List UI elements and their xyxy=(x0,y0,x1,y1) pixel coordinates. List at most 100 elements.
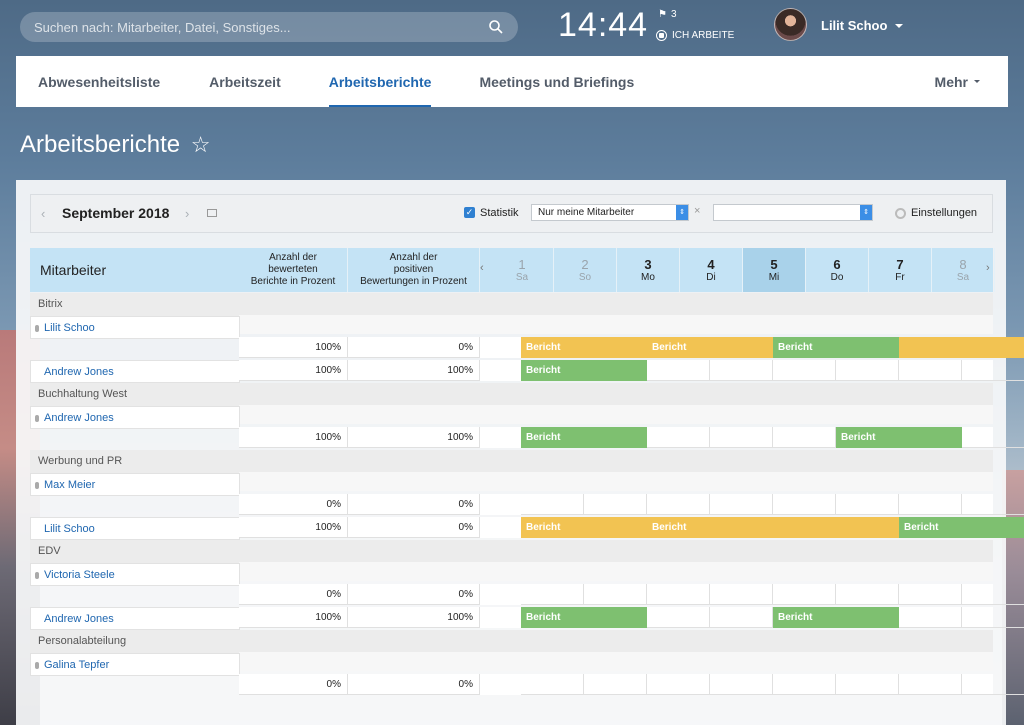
day-cell[interactable] xyxy=(710,494,773,515)
report-bar[interactable]: Bericht xyxy=(773,607,899,628)
report-bar[interactable]: Bericht xyxy=(647,337,773,358)
tab-arbeitszeit[interactable]: Arbeitszeit xyxy=(209,73,281,90)
day-cell[interactable] xyxy=(962,360,1024,381)
employee-link[interactable]: Victoria Steele xyxy=(30,563,240,586)
day-cell[interactable] xyxy=(773,674,836,695)
employee-name[interactable]: Victoria Steele xyxy=(44,569,115,581)
day-cell[interactable] xyxy=(962,674,1024,695)
day-header[interactable]: 2 So xyxy=(554,248,617,292)
day-cell[interactable] xyxy=(647,494,710,515)
next-month-icon[interactable]: › xyxy=(185,206,190,221)
day-cell[interactable] xyxy=(521,674,584,695)
day-cell[interactable] xyxy=(710,360,773,381)
report-bar[interactable] xyxy=(899,337,1024,358)
avatar[interactable] xyxy=(774,8,807,41)
day-cell[interactable] xyxy=(962,427,1024,448)
report-bar[interactable]: Bericht xyxy=(521,517,647,538)
report-bar[interactable]: Bericht xyxy=(521,427,647,448)
calendar-icon[interactable] xyxy=(207,209,217,217)
group-row: Bitrix xyxy=(30,293,993,316)
day-cell[interactable] xyxy=(710,674,773,695)
tab-abwesenheitsliste[interactable]: Abwesenheitsliste xyxy=(38,73,161,90)
tab-more[interactable]: Mehr xyxy=(935,56,980,107)
employee-name[interactable]: Max Meier xyxy=(44,479,96,491)
report-bar[interactable]: Bericht xyxy=(647,517,899,538)
day-cell[interactable] xyxy=(836,674,899,695)
day-header[interactable]: 5 Mi xyxy=(743,248,806,292)
tab-meetings[interactable]: Meetings und Briefings xyxy=(479,73,635,90)
day-cell[interactable] xyxy=(899,494,962,515)
day-cell[interactable] xyxy=(647,427,710,448)
employee-name[interactable]: Andrew Jones xyxy=(44,613,114,625)
user-menu[interactable]: Lilit Schoo xyxy=(821,18,904,33)
day-cell[interactable] xyxy=(773,494,836,515)
day-cell[interactable] xyxy=(710,427,773,448)
employee-filter-select[interactable]: Nur meine Mitarbeiter ⇕ xyxy=(531,204,689,221)
day-header[interactable]: 6 Do xyxy=(806,248,869,292)
employee-link[interactable]: Lilit Schoo xyxy=(30,316,240,339)
clear-filter-icon[interactable]: × xyxy=(694,205,701,217)
settings-button[interactable]: Einstellungen xyxy=(911,207,978,219)
day-header[interactable]: 3 Mo xyxy=(617,248,680,292)
report-bar[interactable]: Bericht xyxy=(836,427,962,448)
search-icon[interactable] xyxy=(488,19,504,35)
gear-icon[interactable] xyxy=(895,208,906,219)
employee-link[interactable]: Andrew Jones xyxy=(30,360,240,383)
work-status[interactable]: ICH ARBEITE xyxy=(656,30,734,41)
day-cell[interactable] xyxy=(710,607,773,628)
prev-month-icon[interactable]: ‹ xyxy=(41,206,46,221)
report-bar[interactable]: Bericht xyxy=(521,360,647,381)
scroll-right-icon[interactable]: › xyxy=(986,262,990,274)
report-bar[interactable]: Bericht xyxy=(899,517,1024,538)
day-cell[interactable] xyxy=(521,494,584,515)
employee-link[interactable]: Andrew Jones xyxy=(30,607,240,630)
search-input[interactable]: Suchen nach: Mitarbeiter, Datei, Sonstig… xyxy=(20,12,518,42)
report-bar[interactable]: Bericht xyxy=(521,337,647,358)
day-cell[interactable] xyxy=(710,584,773,605)
group-row: Werbung und PR xyxy=(30,450,993,473)
day-cell[interactable] xyxy=(899,360,962,381)
day-header[interactable]: 4 Di xyxy=(680,248,743,292)
employee-name[interactable]: Galina Tepfer xyxy=(44,659,110,671)
day-header[interactable]: 7 Fr xyxy=(869,248,932,292)
tab-arbeitsberichte[interactable]: Arbeitsberichte xyxy=(328,56,431,107)
day-cell[interactable] xyxy=(647,674,710,695)
star-icon[interactable]: ☆ xyxy=(190,132,211,157)
day-cell[interactable] xyxy=(647,607,710,628)
col-rated-header: Anzahl der bewerteten Berichte in Prozen… xyxy=(239,248,348,292)
day-cell[interactable] xyxy=(521,584,584,605)
scroll-left-icon[interactable]: ‹ xyxy=(480,262,484,274)
day-header[interactable]: 8 Sa xyxy=(932,248,995,292)
day-cell[interactable] xyxy=(962,607,1024,628)
day-cell[interactable] xyxy=(899,584,962,605)
day-cell[interactable] xyxy=(899,674,962,695)
employee-name[interactable]: Andrew Jones xyxy=(44,366,114,378)
day-cell[interactable] xyxy=(773,360,836,381)
employee-link[interactable]: Galina Tepfer xyxy=(30,653,240,676)
day-cell[interactable] xyxy=(584,494,647,515)
employee-name[interactable]: Andrew Jones xyxy=(44,412,114,424)
day-cell[interactable] xyxy=(647,584,710,605)
day-cell[interactable] xyxy=(836,360,899,381)
day-cell[interactable] xyxy=(836,584,899,605)
day-cell[interactable] xyxy=(836,494,899,515)
employee-link[interactable]: Andrew Jones xyxy=(30,406,240,429)
employee-name[interactable]: Lilit Schoo xyxy=(44,322,95,334)
report-bar[interactable]: Bericht xyxy=(773,337,899,358)
secondary-filter-select[interactable]: ⇕ xyxy=(713,204,873,221)
statistik-checkbox[interactable]: ✓ xyxy=(464,207,475,218)
report-bar[interactable]: Bericht xyxy=(521,607,647,628)
employee-name[interactable]: Lilit Schoo xyxy=(44,523,95,535)
day-header[interactable]: 1 Sa xyxy=(491,248,554,292)
day-cell[interactable] xyxy=(584,674,647,695)
day-cell[interactable] xyxy=(962,584,1024,605)
day-cell[interactable] xyxy=(962,494,1024,515)
day-cell[interactable] xyxy=(584,584,647,605)
day-cell[interactable] xyxy=(899,607,962,628)
employee-link[interactable]: Max Meier xyxy=(30,473,240,496)
employee-link[interactable]: Lilit Schoo xyxy=(30,517,240,540)
flag-counter[interactable]: ⚑ 3 xyxy=(658,9,677,20)
day-cell[interactable] xyxy=(647,360,710,381)
day-cell[interactable] xyxy=(773,427,836,448)
day-cell[interactable] xyxy=(773,584,836,605)
